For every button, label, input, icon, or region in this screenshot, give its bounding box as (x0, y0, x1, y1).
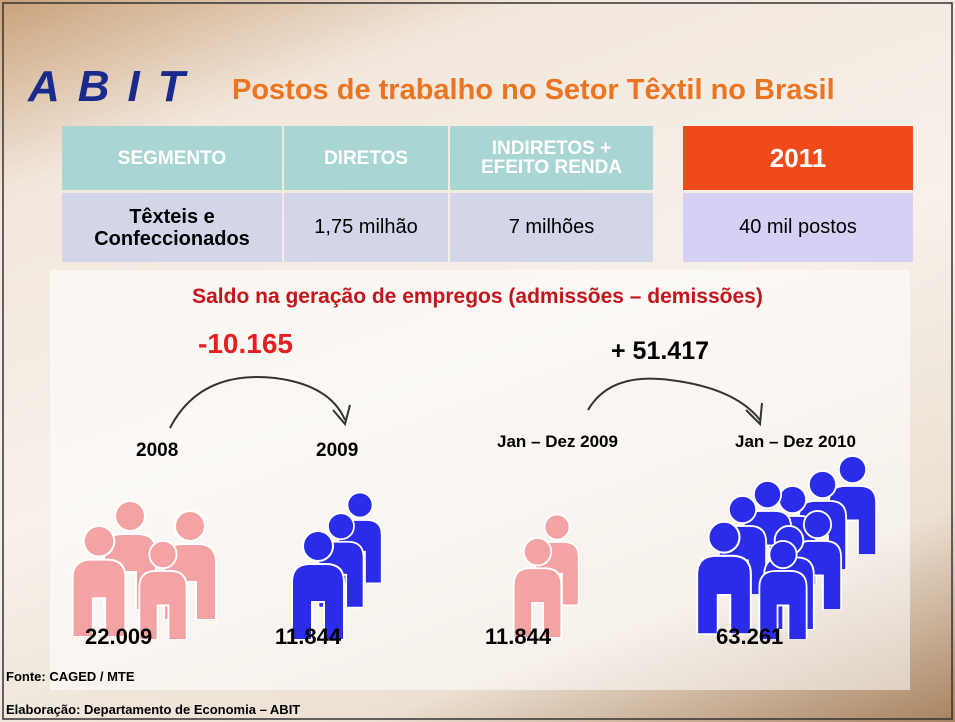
credit: Elaboração: Departamento de Economia – A… (6, 702, 300, 717)
table-cell: Têxteis e Confeccionados (62, 193, 282, 262)
slide: ABIT Postos de trabalho no Setor Têxtil … (0, 0, 955, 722)
change: + 51.417 (611, 337, 709, 366)
table-header: 2011 (683, 126, 913, 190)
period-label: 2008 (136, 440, 178, 462)
value: 22.009 (85, 624, 152, 650)
change: -10.165 (198, 328, 293, 360)
source: Fonte: CAGED / MTE (6, 669, 135, 684)
period-label: 2009 (316, 440, 358, 462)
table-header: DIRETOS (284, 126, 448, 190)
value: 63.261 (716, 624, 783, 650)
table-cell: 7 milhões (450, 193, 653, 262)
value: 11.844 (485, 624, 551, 650)
section-title: Saldo na geração de empregos (admissões … (0, 285, 955, 309)
title: Postos de trabalho no Setor Têxtil no Br… (232, 74, 835, 107)
table-header: INDIRETOS + EFEITO RENDA (450, 126, 653, 190)
period-label: Jan – Dez 2010 (735, 432, 856, 452)
table-cell: 1,75 milhão (284, 193, 448, 262)
period-label: Jan – Dez 2009 (497, 432, 618, 452)
logo: ABIT (28, 62, 203, 112)
table-header: SEGMENTO (62, 126, 282, 190)
value: 11.844 (275, 624, 341, 650)
table-cell: 40 mil postos (683, 193, 913, 262)
